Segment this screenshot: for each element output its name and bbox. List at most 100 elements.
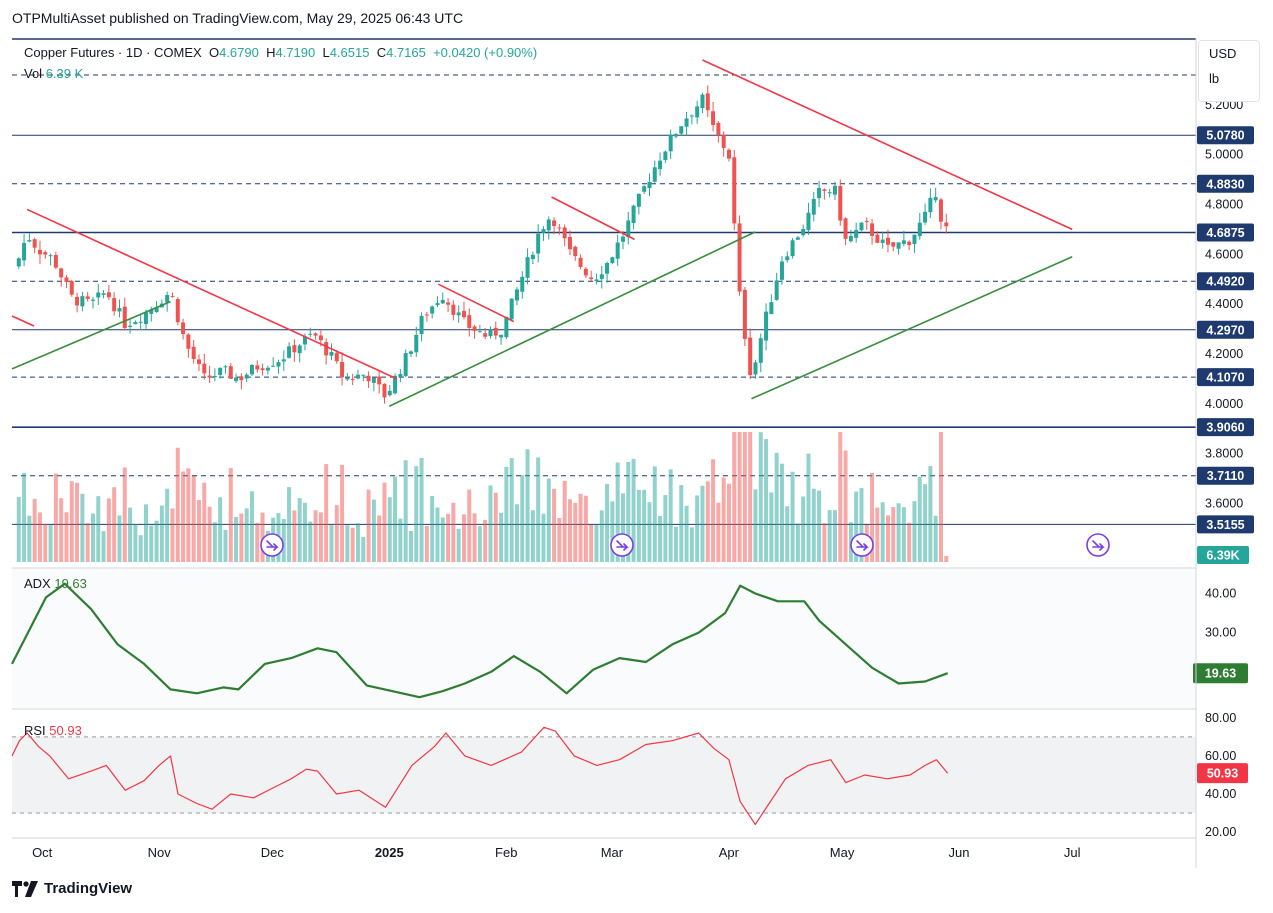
- volume-bar: [928, 466, 933, 562]
- candle-body: [149, 309, 154, 314]
- candle-body: [16, 258, 21, 267]
- volume-bar: [69, 481, 74, 562]
- candle-body: [472, 326, 477, 331]
- candle-body: [186, 334, 191, 349]
- trendlines[interactable]: [11, 59, 1073, 407]
- candle-body: [64, 277, 69, 282]
- candle-body: [59, 268, 64, 278]
- event-marker-icon: [850, 533, 874, 557]
- volume-bar: [843, 450, 848, 562]
- candle-body: [870, 223, 875, 236]
- volume-tag: 6.39K: [1197, 546, 1249, 564]
- currency-label[interactable]: USD: [1209, 46, 1237, 61]
- candle-body: [313, 333, 318, 336]
- candle-body: [785, 256, 790, 261]
- price-tick-label: 4.0000: [1205, 397, 1243, 411]
- candle-body: [546, 219, 551, 231]
- candle-body: [854, 229, 859, 238]
- unit-label[interactable]: lb: [1209, 71, 1220, 86]
- candle-body: [726, 149, 731, 159]
- price-level-tag-bg: [1197, 223, 1254, 242]
- volume-bar: [933, 515, 938, 562]
- candle-body: [281, 359, 286, 362]
- candle-body: [610, 257, 615, 264]
- volume-bar: [393, 476, 398, 562]
- candle-body: [885, 237, 890, 245]
- volume-bar: [758, 432, 763, 562]
- adx-line: [11, 582, 949, 699]
- symbol-legend: Copper Futures · 1D · COMEX O4.6790 H4.7…: [24, 45, 538, 60]
- volume-bar: [122, 467, 127, 562]
- candle-body: [684, 118, 689, 127]
- trendline-green: [751, 256, 1073, 400]
- time-tick-label: Mar: [601, 845, 624, 860]
- candle-body: [626, 220, 631, 238]
- candle-body: [75, 296, 80, 306]
- price-level-label: 4.4920: [1206, 275, 1244, 289]
- price-level-tag: 4.1070: [1197, 368, 1254, 387]
- volume-bar: [101, 531, 106, 562]
- candle-body: [191, 346, 196, 359]
- volume-bar: [562, 480, 567, 562]
- time-axis[interactable]: Oct Nov Dec 2025 Feb Mar Apr May Jun Jul: [32, 845, 1081, 860]
- candle-body: [673, 134, 678, 137]
- volume-bar: [85, 523, 90, 562]
- volume-bar: [721, 477, 726, 562]
- candle-body: [843, 218, 848, 239]
- candle-body: [647, 181, 652, 189]
- rsi-tag-label: 50.93: [1207, 767, 1238, 781]
- price-level-tag: 3.7110: [1197, 466, 1254, 485]
- candle-body: [779, 261, 784, 280]
- adx-series: [11, 582, 949, 699]
- volume-bar: [96, 496, 101, 562]
- volume-bar: [186, 468, 191, 562]
- candle-body: [292, 345, 297, 353]
- candle-body: [403, 353, 408, 377]
- rsi-series: [11, 726, 949, 826]
- price-level-tag-bg: [1197, 368, 1254, 387]
- volume-bar: [456, 528, 461, 562]
- volume-bar: [742, 432, 747, 562]
- candle-body: [864, 221, 869, 223]
- volume-bar: [779, 463, 784, 562]
- volume-value: 6.39 K: [45, 66, 84, 81]
- adx-legend: ADX 19.63: [24, 576, 87, 591]
- volume-bar: [785, 506, 790, 562]
- volume-bar: [430, 496, 435, 562]
- volume-bar: [684, 505, 689, 562]
- volume-bar: [594, 524, 599, 562]
- candle-body: [536, 233, 541, 254]
- volume-bar: [530, 510, 535, 562]
- price-level-label: 4.2970: [1206, 323, 1244, 337]
- candle-body: [382, 383, 387, 398]
- event-marker-arrow: [1092, 540, 1105, 551]
- candle-body: [880, 239, 885, 243]
- candle-body: [928, 197, 933, 213]
- candle-body: [583, 268, 588, 276]
- volume-bar: [567, 499, 572, 562]
- volume-bar: [790, 471, 795, 562]
- candle-body: [822, 189, 827, 191]
- volume-bar: [175, 447, 180, 562]
- volume-bar: [774, 452, 779, 562]
- volume-bar: [308, 521, 313, 562]
- event-marker-arrow: [616, 540, 629, 551]
- volume-bar: [446, 513, 451, 562]
- candle-body: [424, 314, 429, 316]
- candle-body: [446, 302, 451, 305]
- volume-bar: [64, 512, 69, 562]
- candle-body: [636, 193, 641, 207]
- price-axis[interactable]: 5.20005.00004.80004.60004.40004.20004.00…: [1193, 98, 1254, 839]
- candle-body: [101, 293, 106, 295]
- footer-brand[interactable]: TradingView: [12, 880, 132, 897]
- unit-selector[interactable]: USD lb: [1198, 40, 1260, 102]
- volume-bar: [292, 510, 297, 562]
- volume-bar: [663, 495, 668, 562]
- volume-bar: [361, 536, 366, 562]
- volume-bar: [318, 512, 323, 562]
- volume-bar: [467, 489, 472, 562]
- trendline-green: [388, 231, 756, 407]
- volume-bar: [668, 469, 673, 562]
- volume-bar: [832, 510, 837, 562]
